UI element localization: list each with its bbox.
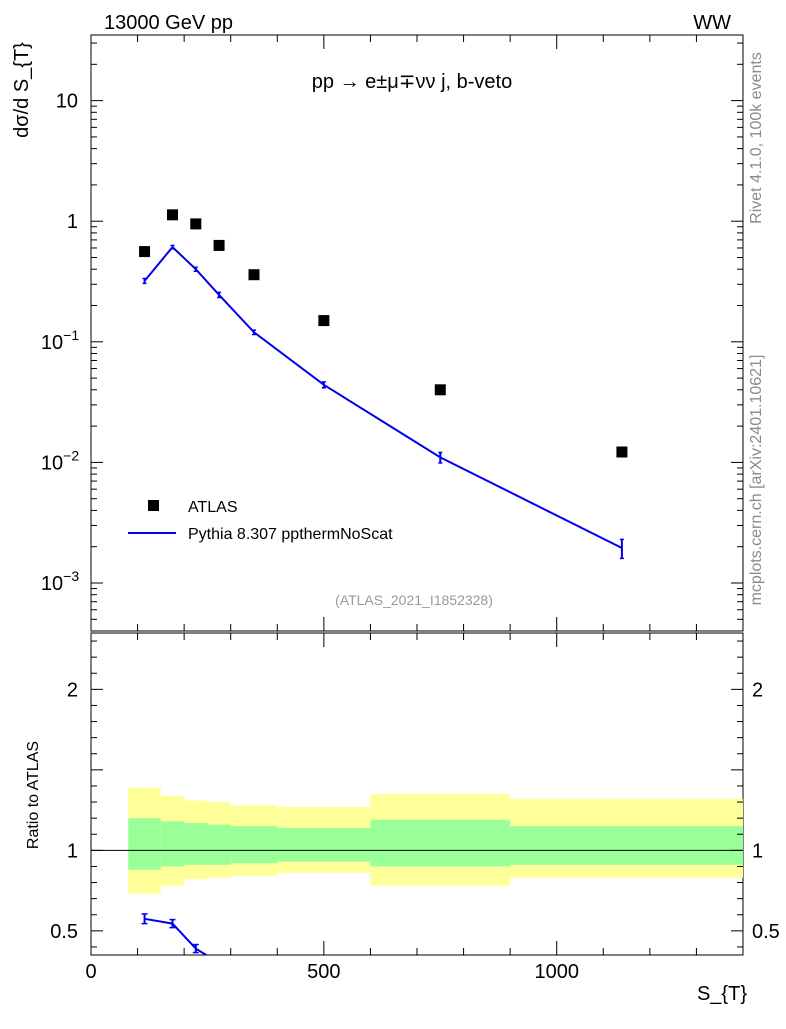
atlas-data-point bbox=[318, 315, 330, 327]
ratio-band-inner bbox=[128, 818, 161, 870]
atlas-data-point bbox=[248, 269, 260, 281]
ratio-y-tick-label-right: 0.5 bbox=[752, 921, 780, 943]
main-data-layer bbox=[139, 209, 628, 560]
x-tick-label: 1000 bbox=[534, 961, 579, 983]
ratio-band-inner bbox=[370, 819, 511, 867]
x-tick-label: 500 bbox=[307, 961, 340, 983]
y-tick-label: 10 bbox=[56, 91, 78, 113]
energy-label: 13000 GeV pp bbox=[104, 12, 233, 34]
y-tick-label: 1 bbox=[67, 211, 78, 233]
x-tick-label: 0 bbox=[85, 961, 96, 983]
rivet-version: Rivet 4.1.0, 100k events bbox=[748, 52, 765, 224]
ratio-band-inner bbox=[510, 826, 743, 865]
x-axis-label: S_{T} bbox=[697, 983, 747, 1005]
ratio-y-tick-label-left: 2 bbox=[67, 679, 78, 701]
atlas-data-point bbox=[139, 246, 151, 258]
ratio-data-layer bbox=[141, 913, 209, 955]
legend: ATLAS Pythia 8.307 ppthermNoScat bbox=[128, 499, 393, 543]
process-tag: WW bbox=[693, 12, 731, 34]
legend-label-pythia: Pythia 8.307 ppthermNoScat bbox=[188, 526, 393, 543]
atlas-data-point bbox=[213, 239, 225, 251]
y-axis-label: dσ/d S_{T} bbox=[11, 42, 33, 138]
ratio-y-tick-label-left: 0.5 bbox=[50, 921, 78, 943]
atlas-data-point bbox=[167, 209, 178, 221]
ratio-band-inner bbox=[230, 826, 278, 864]
atlas-data-point bbox=[616, 446, 628, 458]
y-tick-label: 10−1 bbox=[41, 327, 79, 354]
atlas-data-point bbox=[434, 384, 446, 396]
analysis-reference: (ATLAS_2021_I1852328) bbox=[335, 592, 493, 608]
chart-title: pp → e±μ∓νν j, b-veto bbox=[312, 71, 512, 93]
ratio-band-inner bbox=[160, 821, 185, 867]
ratio-y-tick-label-right: 2 bbox=[752, 679, 763, 701]
y-tick-label: 10−3 bbox=[41, 568, 79, 595]
y-tick-label: 10−2 bbox=[41, 447, 79, 474]
main-axis-ticks: 10−3 10−2 10−1 1 10 bbox=[41, 35, 744, 632]
ratio-axis-ticks: 0 500 1000 0.5 0.5 1 1 2 2 bbox=[50, 633, 780, 983]
ratio-band-inner bbox=[184, 822, 208, 865]
legend-label-atlas: ATLAS bbox=[188, 499, 238, 516]
ratio-y-axis-label: Ratio to ATLAS bbox=[25, 741, 42, 849]
legend-marker-atlas bbox=[148, 500, 159, 511]
ratio-pythia-curve bbox=[144, 917, 209, 955]
ratio-band-inner bbox=[207, 824, 231, 865]
ratio-uncertainty-bands bbox=[91, 787, 743, 894]
ratio-y-tick-label-right: 1 bbox=[752, 840, 763, 862]
atlas-data-point bbox=[190, 218, 202, 230]
source-credit: mcplots.cern.ch [arXiv:2401.10621] bbox=[748, 355, 765, 606]
ratio-y-tick-label-left: 1 bbox=[67, 840, 78, 862]
ratio-band-inner bbox=[277, 827, 371, 862]
pythia-curve bbox=[143, 245, 623, 549]
